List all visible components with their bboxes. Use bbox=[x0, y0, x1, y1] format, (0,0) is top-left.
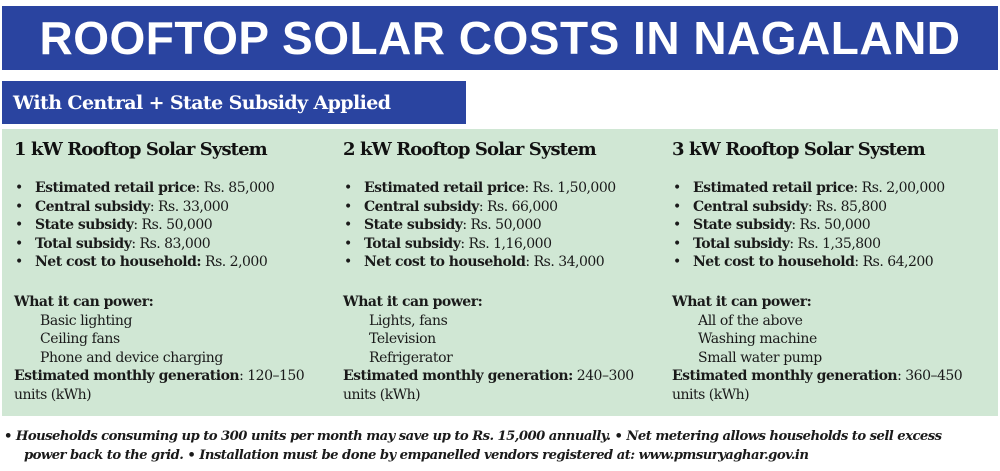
page-subtitle: With Central + State Subsidy Applied bbox=[13, 91, 391, 114]
bullet-icon: • bbox=[15, 198, 23, 215]
power-item: Television bbox=[369, 331, 436, 348]
cost-item-total-subsidy: • Total subsidy: Rs. 1,35,800 bbox=[673, 235, 881, 252]
bullet-icon: • bbox=[673, 180, 681, 196]
footnote-line-2: power back to the grid. • Installation m… bbox=[24, 447, 809, 463]
power-heading: What it can power: bbox=[672, 294, 812, 310]
system-column-3kw: 3 kW Rooftop Solar System • Estimated ret… bbox=[672, 129, 997, 416]
bullet-icon: • bbox=[15, 254, 23, 271]
bullet-icon: • bbox=[15, 235, 23, 252]
power-item: Refrigerator bbox=[369, 349, 453, 366]
bullet-icon: • bbox=[673, 235, 681, 252]
title-banner: ROOFTOP SOLAR COSTS IN NAGALAND bbox=[2, 6, 998, 70]
cost-item-retail-price: • Estimated retail price: Rs. 2,00,000 bbox=[673, 180, 945, 196]
footnote-line-1: • Households consuming up to 300 units p… bbox=[4, 429, 942, 444]
bullet-icon: • bbox=[15, 217, 23, 234]
subtitle-banner: With Central + State Subsidy Applied bbox=[2, 81, 466, 124]
power-heading: What it can power: bbox=[343, 294, 483, 310]
cost-item-central-subsidy: • Central subsidy: Rs. 66,000 bbox=[344, 198, 558, 215]
page-title: ROOFTOP SOLAR COSTS IN NAGALAND bbox=[39, 12, 961, 64]
system-column-2kw: 2 kW Rooftop Solar System • Estimated ret… bbox=[343, 129, 668, 416]
power-item: Ceiling fans bbox=[40, 331, 120, 348]
power-item: All of the above bbox=[698, 312, 803, 329]
cost-item-net-cost: • Net cost to household: Rs. 2,000 bbox=[15, 254, 268, 271]
monthly-generation: Estimated monthly generation: 360–450 un… bbox=[672, 368, 963, 403]
cost-item-state-subsidy: • State subsidy: Rs. 50,000 bbox=[673, 217, 871, 234]
cost-item-net-cost: • Net cost to household: Rs. 34,000 bbox=[344, 254, 605, 271]
system-title: 3 kW Rooftop Solar System bbox=[672, 139, 926, 160]
cost-list: • Estimated retail price: Rs. 1,50,000 • C… bbox=[343, 179, 616, 272]
bullet-icon: • bbox=[673, 217, 681, 234]
bullet-icon: • bbox=[344, 198, 352, 215]
bullet-icon: • bbox=[344, 180, 352, 196]
footnote: • Households consuming up to 300 units p… bbox=[4, 428, 998, 465]
bullet-icon: • bbox=[673, 198, 681, 215]
cost-item-net-cost: • Net cost to household: Rs. 64,200 bbox=[673, 254, 934, 271]
system-title: 2 kW Rooftop Solar System bbox=[343, 139, 597, 160]
cost-item-total-subsidy: • Total subsidy: Rs. 1,16,000 bbox=[344, 235, 552, 252]
system-title: 1 kW Rooftop Solar System bbox=[14, 139, 268, 160]
cost-item-central-subsidy: • Central subsidy: Rs. 85,800 bbox=[673, 198, 887, 215]
bullet-icon: • bbox=[15, 180, 23, 196]
cost-item-state-subsidy: • State subsidy: Rs. 50,000 bbox=[344, 217, 542, 234]
power-item: Lights, fans bbox=[369, 312, 448, 329]
cost-item-retail-price: • Estimated retail price: Rs. 1,50,000 bbox=[344, 180, 616, 196]
cost-list: • Estimated retail price: Rs. 85,000 • Cen… bbox=[14, 179, 275, 272]
bullet-icon: • bbox=[344, 235, 352, 252]
cost-list: • Estimated retail price: Rs. 2,00,000 • C… bbox=[672, 179, 945, 272]
cost-item-central-subsidy: • Central subsidy: Rs. 33,000 bbox=[15, 198, 229, 215]
monthly-generation: Estimated monthly generation: 120–150 un… bbox=[14, 368, 305, 403]
power-heading: What it can power: bbox=[14, 294, 154, 310]
cost-item-state-subsidy: • State subsidy: Rs. 50,000 bbox=[15, 217, 213, 234]
power-section: What it can power: Lights, fans Televisi… bbox=[343, 293, 663, 405]
cost-item-total-subsidy: • Total subsidy: Rs. 83,000 bbox=[15, 235, 211, 252]
monthly-generation: Estimated monthly generation: 240–300 un… bbox=[343, 368, 634, 403]
power-item: Small water pump bbox=[698, 349, 822, 366]
power-section: What it can power: All of the above Wash… bbox=[672, 293, 992, 405]
power-item: Basic lighting bbox=[40, 312, 133, 329]
bullet-icon: • bbox=[344, 254, 352, 271]
power-item: Washing machine bbox=[698, 331, 817, 348]
systems-panel: 1 kW Rooftop Solar System • Estimated ret… bbox=[2, 129, 998, 416]
bullet-icon: • bbox=[673, 254, 681, 271]
power-item: Phone and device charging bbox=[40, 349, 223, 366]
system-column-1kw: 1 kW Rooftop Solar System • Estimated ret… bbox=[14, 129, 339, 416]
power-section: What it can power: Basic lighting Ceilin… bbox=[14, 293, 334, 405]
cost-item-retail-price: • Estimated retail price: Rs. 85,000 bbox=[15, 180, 275, 196]
bullet-icon: • bbox=[344, 217, 352, 234]
